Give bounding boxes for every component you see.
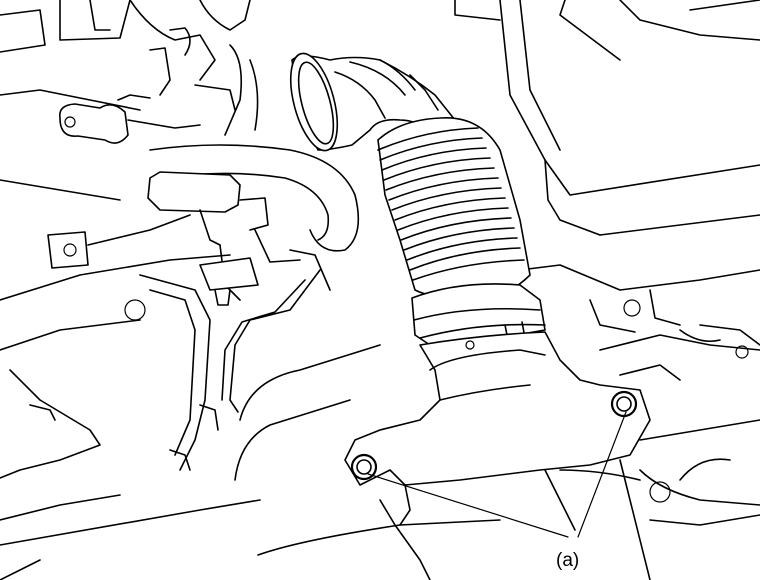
top-harness — [129, 0, 259, 136]
battery-box — [454, 0, 760, 236]
right-bracket — [519, 264, 760, 526]
air-cleaner-body — [344, 331, 651, 531]
mounting-bolt-left — [350, 453, 378, 481]
hose-clamp — [411, 283, 546, 346]
bellows-hose — [377, 117, 531, 301]
leader-line-right — [577, 411, 627, 538]
leader-line-left — [367, 473, 569, 538]
engine-block-left — [0, 0, 261, 580]
sensor-connector — [58, 94, 201, 144]
mounting-bracket — [47, 214, 191, 269]
callout-label-a: (a) — [556, 550, 579, 571]
callout-a: (a) — [367, 411, 627, 571]
intake-elbow — [289, 52, 456, 152]
lower-frame — [139, 274, 381, 481]
mounting-bolt-right — [610, 390, 638, 418]
wiring-harness — [147, 144, 360, 413]
bottom-panels — [257, 459, 651, 580]
